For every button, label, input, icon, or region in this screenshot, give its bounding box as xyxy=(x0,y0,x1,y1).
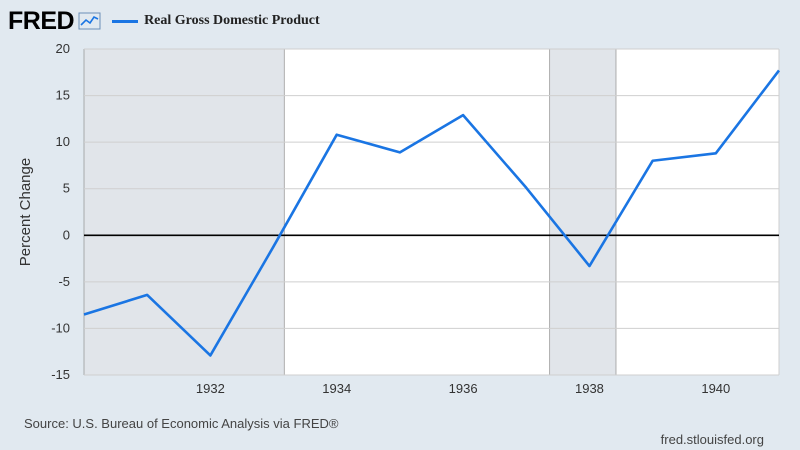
site-url[interactable]: fred.stlouisfed.org xyxy=(660,432,764,447)
y-tick-label: 10 xyxy=(56,134,70,149)
series-line-group xyxy=(83,69,781,357)
y-tick-label: 0 xyxy=(63,227,70,242)
chart-header: FRED Real Gross Domestic Product xyxy=(8,6,320,36)
x-tick-label: 1936 xyxy=(449,381,478,396)
legend-swatch xyxy=(112,19,139,23)
x-axis-ticks: 1932 1934 1936 1938 1940 xyxy=(196,381,730,396)
line-graph-icon xyxy=(78,12,101,30)
fred-logo[interactable]: FRED xyxy=(8,6,75,35)
recession-shading xyxy=(83,49,617,375)
gridlines xyxy=(84,48,780,376)
y-tick-label: 5 xyxy=(63,181,70,196)
y-tick-label: 15 xyxy=(56,88,70,103)
x-tick-label: 1934 xyxy=(322,381,351,396)
y-axis-ticks: 20 15 10 5 0 -5 -10 -15 xyxy=(51,41,70,382)
x-tick-label: 1932 xyxy=(196,381,225,396)
y-axis-title: Percent Change xyxy=(17,158,34,266)
y-tick-label: 20 xyxy=(56,41,70,56)
recession-band xyxy=(549,49,616,375)
x-tick-label: 1940 xyxy=(701,381,730,396)
recession-band xyxy=(84,49,285,375)
y-tick-label: -10 xyxy=(51,320,70,335)
y-tick-label: -15 xyxy=(51,367,70,382)
x-tick-label: 1938 xyxy=(575,381,604,396)
legend: Real Gross Domestic Product xyxy=(112,13,320,29)
y-tick-label: -5 xyxy=(58,274,70,289)
series-line xyxy=(83,69,781,357)
legend-label: Real Gross Domestic Product xyxy=(144,13,320,28)
source-note: Source: U.S. Bureau of Economic Analysis… xyxy=(24,416,339,431)
